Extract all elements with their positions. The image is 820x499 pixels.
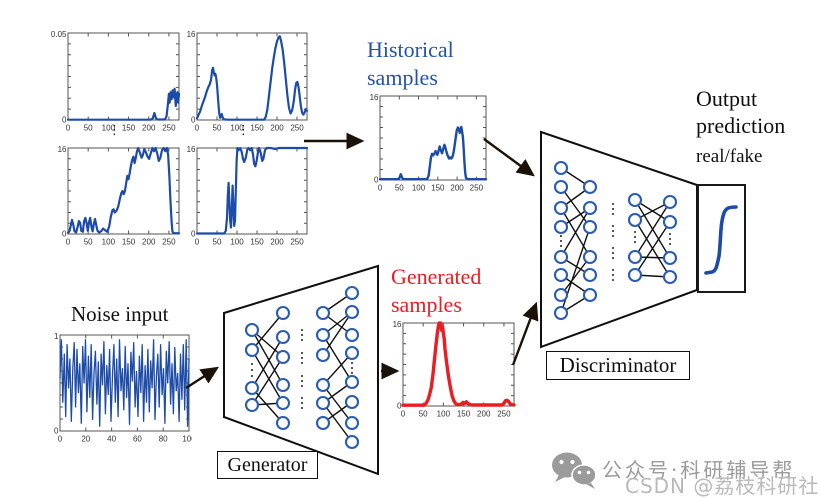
generator-label: Generator (227, 453, 308, 476)
discriminator-box: Discriminator (546, 351, 690, 380)
real-fake-label: real/fake (696, 146, 763, 167)
svg-text:50: 50 (419, 410, 428, 419)
svg-text:100: 100 (230, 124, 244, 133)
svg-text:80: 80 (159, 435, 168, 444)
svg-text:100: 100 (230, 238, 244, 247)
output-box (697, 184, 746, 293)
svg-text:250: 250 (470, 184, 484, 193)
svg-text:0: 0 (195, 124, 200, 133)
svg-text:150: 150 (122, 124, 136, 133)
svg-text:250: 250 (162, 124, 176, 133)
svg-text:250: 250 (290, 124, 304, 133)
historical-samples-plot: 0 50 100 150 200 250 16 0 (370, 93, 488, 193)
svg-text:0: 0 (195, 238, 200, 247)
svg-text:100: 100 (182, 435, 192, 444)
svg-text:50: 50 (84, 238, 93, 247)
csdn-watermark-text: CSDN @荔枝科研社 (625, 474, 820, 498)
svg-text:16: 16 (187, 145, 196, 154)
svg-text:100: 100 (412, 184, 426, 193)
svg-text:16: 16 (393, 320, 402, 329)
svg-text:150: 150 (431, 184, 445, 193)
svg-text:100: 100 (102, 124, 116, 133)
vertical-ellipsis-left: ⋮ (108, 123, 121, 138)
svg-text:0: 0 (191, 230, 196, 239)
discriminator-network (540, 130, 698, 349)
grid-plot-2: 0 50 100 150 200 250 16 0 (187, 30, 309, 133)
svg-text:200: 200 (477, 410, 491, 419)
svg-text:0: 0 (62, 116, 67, 125)
svg-text:20: 20 (81, 435, 90, 444)
generator-network (223, 264, 379, 476)
svg-text:150: 150 (122, 238, 136, 247)
svg-text:250: 250 (290, 238, 304, 247)
svg-text:0: 0 (66, 238, 71, 247)
generated-samples-label: Generated samples (391, 264, 482, 317)
svg-text:0: 0 (54, 427, 59, 436)
svg-text:0: 0 (66, 124, 71, 133)
svg-text:50: 50 (395, 184, 404, 193)
svg-text:0.05: 0.05 (51, 30, 67, 39)
svg-text:150: 150 (250, 124, 264, 133)
svg-text:16: 16 (370, 93, 379, 102)
svg-text:200: 200 (142, 238, 156, 247)
svg-text:50: 50 (84, 124, 93, 133)
svg-text:200: 200 (270, 124, 284, 133)
svg-text:40: 40 (107, 435, 116, 444)
grid-plot-1: 0 50 100 150 200 250 0.05 0 (51, 30, 181, 133)
svg-text:0: 0 (401, 410, 406, 419)
grid-plot-3: 0 50 100 150 200 250 16 0 (58, 145, 181, 247)
svg-text:0: 0 (58, 435, 63, 444)
svg-text:0: 0 (378, 184, 383, 193)
svg-text:0: 0 (191, 116, 196, 125)
svg-text:60: 60 (133, 435, 142, 444)
svg-text:50: 50 (213, 238, 222, 247)
historical-samples-label: Historical samples (367, 37, 454, 90)
svg-text:0: 0 (397, 402, 402, 411)
svg-text:150: 150 (250, 238, 264, 247)
svg-text:150: 150 (457, 410, 471, 419)
svg-text:250: 250 (497, 410, 511, 419)
svg-text:200: 200 (142, 124, 156, 133)
svg-text:1: 1 (54, 332, 59, 341)
svg-text:200: 200 (270, 238, 284, 247)
svg-text:100: 100 (102, 238, 116, 247)
discriminator-label: Discriminator (559, 353, 677, 377)
vertical-ellipsis-right: ⋮ (237, 123, 250, 138)
svg-text:0: 0 (62, 230, 67, 239)
svg-text:16: 16 (58, 145, 67, 154)
svg-text:50: 50 (213, 124, 222, 133)
svg-text:16: 16 (187, 30, 196, 39)
svg-text:250: 250 (162, 238, 176, 247)
sigmoid-curve (704, 205, 738, 275)
wechat-watermark-text: 公众号·科研辅导帮 (602, 458, 796, 482)
svg-text:100: 100 (437, 410, 451, 419)
wechat-icon (552, 452, 597, 489)
output-prediction-label: Output prediction (696, 86, 786, 138)
generator-box: Generator (217, 451, 318, 479)
svg-text:200: 200 (450, 184, 464, 193)
grid-plot-4: 0 50 100 150 200 250 16 0 (187, 145, 309, 247)
svg-text:0: 0 (374, 176, 379, 185)
noise-input-plot: 0 20 40 60 80 100 1 0 (54, 332, 192, 444)
noise-input-label: Noise input (71, 302, 169, 326)
